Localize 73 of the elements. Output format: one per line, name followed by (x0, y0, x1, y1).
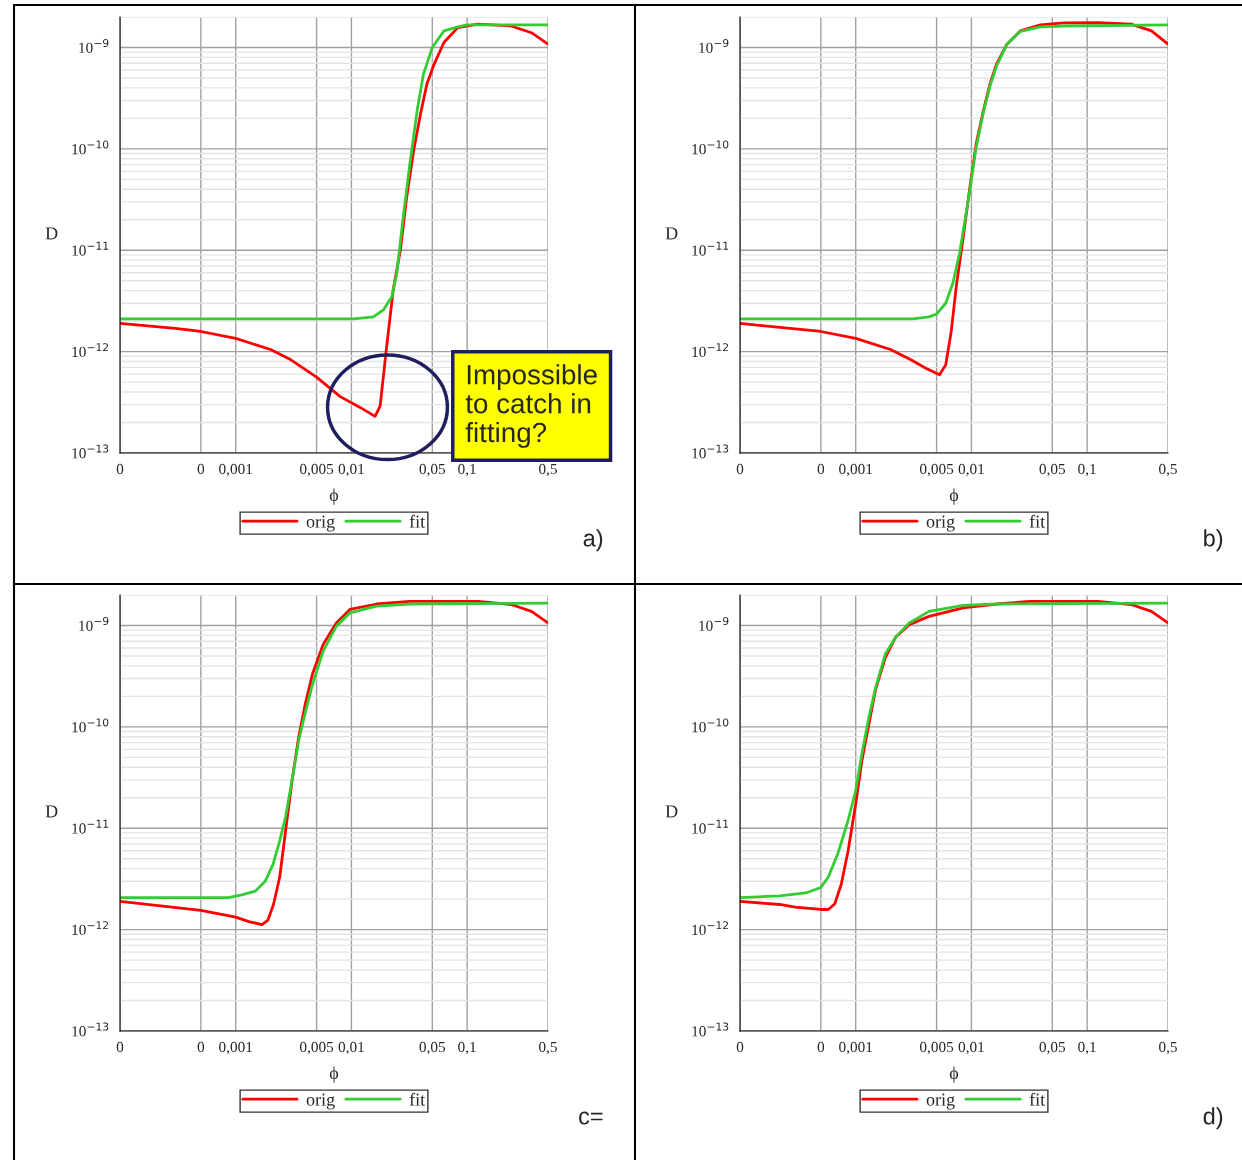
y-tick-label: 10$^{−13}$ (692, 444, 729, 459)
x-tick-label: 0,001 (219, 1041, 252, 1055)
y-tick-label: 10$^{−9}$ (699, 617, 729, 631)
x-tick-label: 0 (116, 1041, 124, 1053)
x-axis-title: ϕ (329, 1066, 339, 1083)
text: d) (1203, 1107, 1223, 1130)
y-axis-title: D (45, 227, 58, 240)
y-tick-label: 10$^{−10}$ (72, 718, 109, 733)
y-axis-title: D (45, 805, 58, 818)
x-tick-label: 0 (736, 463, 744, 475)
x-tick-label: 0 (197, 463, 205, 475)
annotation: Impossible to catch in fitting? (465, 364, 597, 448)
legend-label: fit (409, 1092, 426, 1106)
x-tick-label: 0,05 (419, 463, 446, 477)
x-tick-label: 0 (736, 1041, 744, 1053)
y-axis-title: D (665, 227, 678, 240)
y-tick-label: 10$^{−10}$ (72, 140, 109, 155)
text: c= (579, 1111, 603, 1125)
x-tick-label: 0,001 (219, 463, 252, 477)
legend-label: fit (1029, 514, 1046, 528)
x-tick-label: 0 (817, 463, 825, 475)
x-tick-label: 0,01 (958, 1041, 984, 1055)
y-tick-label: 10$^{−11}$ (72, 819, 109, 834)
x-tick-label: 0,01 (958, 463, 984, 477)
x-tick-label: 0,005 (299, 463, 334, 477)
y-tick-label: 10$^{−13}$ (72, 444, 109, 459)
x-tick-label: 0 (197, 1041, 205, 1053)
x-tick-label: 0,5 (539, 1041, 557, 1055)
y-tick-label: 10$^{−11}$ (692, 819, 729, 834)
x-tick-label: 0,001 (839, 1041, 872, 1055)
x-tick-label: 0,05 (419, 1041, 446, 1055)
y-tick-label: 10$^{−12}$ (72, 921, 109, 936)
x-tick-label: 0,01 (338, 463, 364, 477)
x-tick-label: 0,1 (1078, 1041, 1096, 1055)
x-tick-label: 0,05 (1039, 1041, 1066, 1055)
y-tick-label: 10$^{−10}$ (692, 718, 729, 733)
y-tick-label: 10$^{−12}$ (72, 343, 109, 358)
y-tick-label: 10$^{−12}$ (692, 343, 729, 358)
x-tick-label: 0,005 (919, 463, 954, 477)
x-tick-label: 0,5 (1159, 1041, 1177, 1055)
y-tick-label: 10$^{−10}$ (692, 140, 729, 155)
y-tick-label: 10$^{−12}$ (692, 921, 729, 936)
x-tick-label: 0,5 (1159, 463, 1177, 477)
x-tick-label: 0,005 (919, 1041, 954, 1055)
x-tick-label: 0,001 (839, 463, 872, 477)
legend-label: orig (926, 515, 955, 532)
x-tick-label: 0 (817, 1041, 825, 1053)
x-axis-title: ϕ (329, 488, 339, 505)
legend-label: fit (409, 514, 426, 528)
y-tick-label: 10$^{−9}$ (79, 39, 109, 53)
y-tick-label: 10$^{−9}$ (699, 39, 729, 53)
legend-label: fit (1029, 1092, 1046, 1106)
y-axis-title: D (665, 805, 678, 818)
x-tick-label: 0,01 (338, 1041, 364, 1055)
legend-label: orig (306, 1093, 335, 1110)
x-tick-label: 0,05 (1039, 463, 1066, 477)
x-tick-label: 0,1 (458, 1041, 476, 1055)
x-axis-title: ϕ (949, 1066, 959, 1083)
x-tick-label: 0,1 (458, 463, 476, 477)
x-tick-label: 0,005 (299, 1041, 334, 1055)
y-tick-label: 10$^{−11}$ (692, 241, 729, 256)
x-tick-label: 0,5 (539, 463, 557, 477)
y-tick-label: 10$^{−9}$ (79, 617, 109, 631)
legend-label: orig (926, 1093, 955, 1110)
x-tick-label: 0,1 (1078, 463, 1096, 477)
legend-label: orig (306, 515, 335, 532)
x-axis-title: ϕ (949, 488, 959, 505)
y-tick-label: 10$^{−13}$ (692, 1022, 729, 1037)
text: b) (1204, 529, 1223, 552)
y-tick-label: 10$^{−13}$ (72, 1022, 109, 1037)
x-tick-label: 0 (116, 463, 124, 475)
y-tick-label: 10$^{−11}$ (72, 241, 109, 256)
text: a) (583, 529, 603, 552)
